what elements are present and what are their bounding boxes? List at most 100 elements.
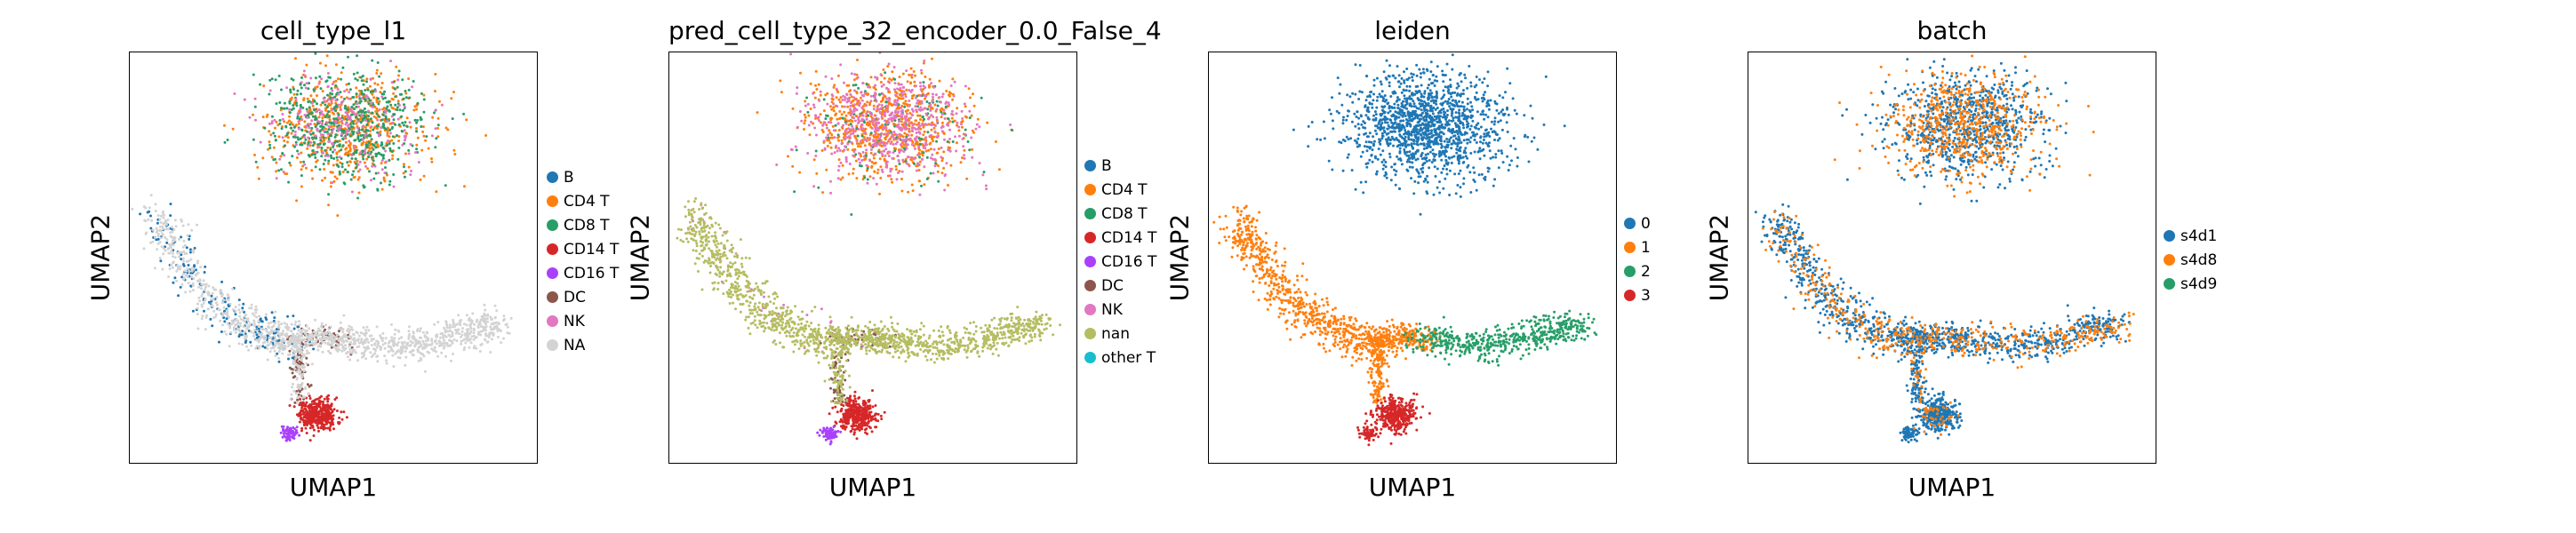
data-point xyxy=(252,331,255,335)
data-point xyxy=(357,94,361,98)
data-point xyxy=(226,313,229,316)
data-point xyxy=(270,122,274,125)
data-point xyxy=(396,106,399,109)
data-point xyxy=(312,347,316,351)
data-point xyxy=(360,97,364,100)
data-point xyxy=(904,99,908,103)
data-point xyxy=(357,128,361,131)
data-point xyxy=(306,114,309,117)
data-point xyxy=(950,109,954,113)
data-point xyxy=(852,410,855,414)
data-point xyxy=(436,126,439,130)
data-point xyxy=(365,338,369,341)
data-point xyxy=(301,395,305,399)
data-point xyxy=(277,323,281,327)
data-point xyxy=(849,123,852,126)
data-point xyxy=(318,168,322,171)
data-point xyxy=(340,349,344,353)
data-point xyxy=(857,128,860,131)
data-point xyxy=(181,224,185,227)
data-point xyxy=(340,163,344,165)
data-point xyxy=(408,121,412,124)
data-point xyxy=(153,266,156,270)
data-point xyxy=(421,346,425,349)
data-point xyxy=(366,167,370,171)
data-point xyxy=(351,328,354,331)
data-point xyxy=(400,341,404,344)
data-point xyxy=(287,180,291,184)
data-point xyxy=(376,360,380,363)
data-point xyxy=(329,332,332,336)
data-point xyxy=(334,79,338,83)
data-point xyxy=(383,109,387,112)
data-point xyxy=(874,114,877,117)
data-point xyxy=(490,338,493,341)
data-point xyxy=(348,345,351,348)
data-point xyxy=(451,117,454,121)
data-point xyxy=(182,259,185,263)
data-point xyxy=(172,266,174,269)
data-point xyxy=(910,183,914,187)
data-point xyxy=(924,149,928,153)
data-point xyxy=(862,417,866,419)
data-point xyxy=(295,429,298,433)
data-point xyxy=(295,156,299,159)
data-point xyxy=(350,190,354,194)
data-point xyxy=(356,346,359,349)
data-point xyxy=(398,108,402,112)
data-point xyxy=(919,118,922,121)
data-point xyxy=(460,330,464,333)
data-point xyxy=(189,258,193,261)
data-point xyxy=(444,335,448,338)
data-point xyxy=(289,91,292,94)
data-point xyxy=(858,396,861,399)
data-point xyxy=(348,335,351,338)
data-point xyxy=(292,101,296,105)
data-point xyxy=(254,305,258,308)
data-point xyxy=(292,434,296,437)
data-point xyxy=(233,92,236,95)
data-point xyxy=(937,179,940,183)
data-point xyxy=(323,423,326,426)
data-point xyxy=(396,157,400,161)
data-point xyxy=(232,326,236,330)
data-point xyxy=(296,112,300,115)
data-point xyxy=(257,324,260,328)
data-point xyxy=(842,132,845,136)
data-point xyxy=(337,126,340,130)
data-point xyxy=(275,328,278,331)
data-point xyxy=(879,81,883,84)
data-point xyxy=(277,336,281,339)
data-point xyxy=(864,402,868,406)
data-point xyxy=(310,342,314,346)
data-point xyxy=(876,412,880,416)
data-point xyxy=(852,424,856,427)
data-point xyxy=(373,82,377,85)
data-point xyxy=(358,168,362,171)
data-point xyxy=(879,99,883,103)
data-point xyxy=(938,79,941,83)
data-point xyxy=(465,334,468,338)
data-point xyxy=(380,159,384,163)
data-point xyxy=(326,132,330,136)
data-point xyxy=(285,322,289,326)
data-point xyxy=(860,155,862,158)
data-point xyxy=(374,90,377,93)
data-point xyxy=(407,77,411,81)
data-point xyxy=(407,152,411,155)
data-point xyxy=(316,129,319,132)
data-point xyxy=(923,183,926,187)
data-point xyxy=(924,76,927,78)
data-point xyxy=(421,339,425,343)
data-point xyxy=(226,293,229,297)
data-point xyxy=(455,339,459,343)
series-cd14-t xyxy=(288,394,348,442)
data-point xyxy=(866,110,869,114)
data-point xyxy=(390,81,394,84)
data-point xyxy=(868,120,871,123)
data-point xyxy=(280,125,284,129)
data-point xyxy=(875,144,878,147)
data-point xyxy=(321,101,324,105)
data-point xyxy=(270,115,274,118)
data-point xyxy=(918,155,921,159)
